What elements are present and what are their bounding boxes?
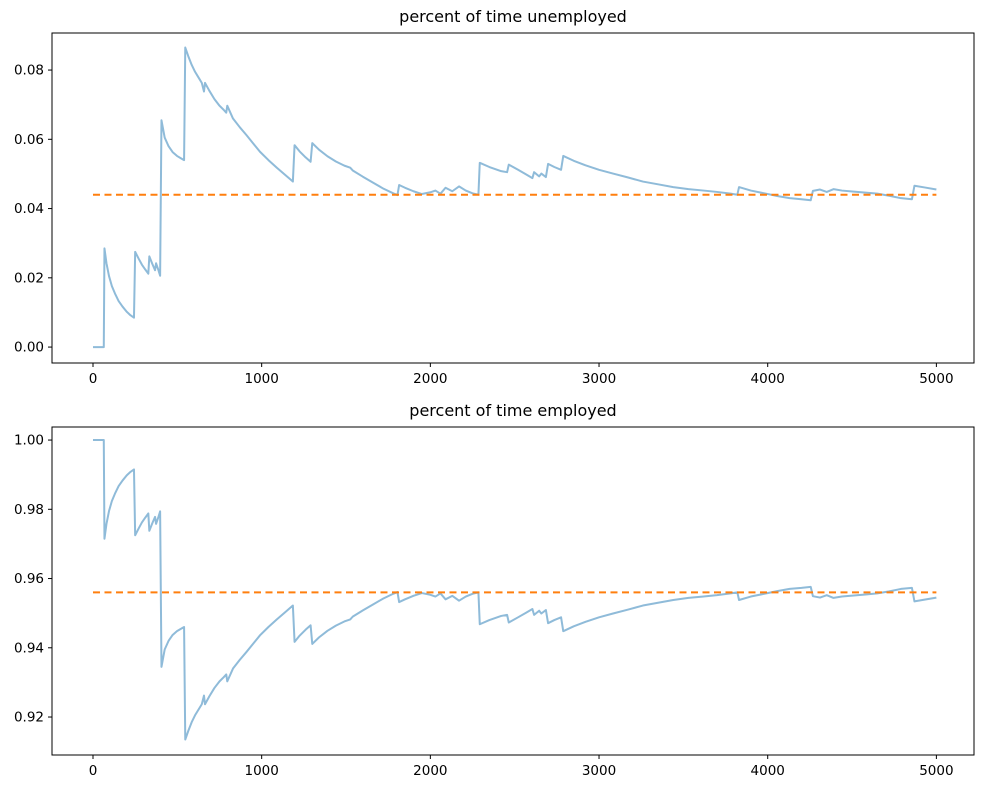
- y-tick-label: 0.96: [14, 571, 44, 587]
- y-tick-label: 1.00: [14, 433, 44, 449]
- chart-unemployed: 0 1000 2000 3000 4000 5000 0.00 0.02 0.04 0.06 0.0…: [14, 32, 975, 387]
- chart-title-unemployed: percent of time unemployed: [399, 7, 627, 26]
- y-tick-label: 0.00: [14, 340, 44, 356]
- chart-employed: 0 1000 2000 3000 4000 5000 0.92 0.94 0.96 0.98 1.0…: [14, 426, 975, 779]
- y-tick-label: 0.98: [14, 502, 44, 518]
- x-tick-label: 1000: [244, 763, 278, 779]
- x-tick-label: 2000: [413, 763, 447, 779]
- x-tick-label: 4000: [751, 371, 785, 387]
- x-tick-label: 5000: [919, 371, 953, 387]
- y-tick-label: 0.92: [14, 710, 44, 726]
- x-tick-label: 3000: [582, 371, 616, 387]
- x-tick-label: 5000: [919, 763, 953, 779]
- employment-share-line: [92, 439, 937, 741]
- x-tick-label: 1000: [244, 371, 278, 387]
- y-tick-label: 0.02: [14, 270, 44, 286]
- unemployment-share-line: [92, 46, 937, 349]
- y-tick-label: 0.08: [14, 63, 44, 79]
- y-tick-label: 0.04: [14, 201, 44, 217]
- axes-frame: [51, 32, 975, 364]
- x-tick-label: 2000: [413, 371, 447, 387]
- y-tick-label: 0.06: [14, 132, 44, 148]
- x-tick-label: 0: [89, 371, 98, 387]
- chart-title-employed: percent of time employed: [409, 401, 617, 420]
- axes-frame: [51, 426, 975, 756]
- x-tick-label: 3000: [582, 763, 616, 779]
- y-tick-label: 0.94: [14, 640, 44, 656]
- x-tick-label: 4000: [751, 763, 785, 779]
- x-tick-label: 0: [89, 763, 98, 779]
